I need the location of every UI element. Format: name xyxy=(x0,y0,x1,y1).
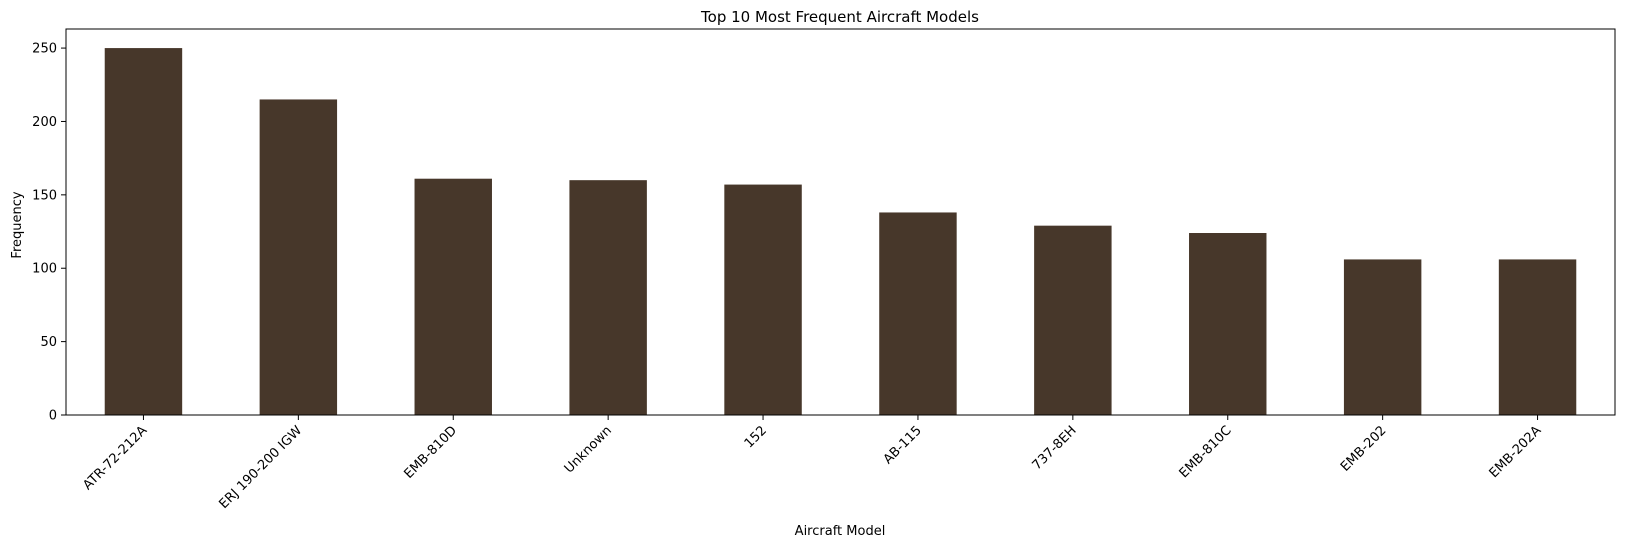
bar-3 xyxy=(569,180,647,415)
bar-6 xyxy=(1034,225,1112,415)
x-tick-label: ATR-72-212A xyxy=(80,423,150,493)
y-tick-label: 0 xyxy=(49,409,57,424)
plot-frame xyxy=(65,28,1616,416)
x-tick-label: EMB-810D xyxy=(401,423,460,482)
bar-0 xyxy=(104,48,183,416)
x-tick-label: Unknown xyxy=(562,423,615,476)
y-axis: 0 50 100 150 200 250 xyxy=(32,42,66,424)
bars-layer xyxy=(104,48,1577,416)
x-tick-label: ERJ 190-200 IGW xyxy=(216,423,305,512)
bar-1 xyxy=(259,99,338,415)
x-axis-label: Aircraft Model xyxy=(795,524,886,539)
bar-9 xyxy=(1498,259,1577,415)
x-tick-label: EMB-810C xyxy=(1177,423,1235,481)
x-axis: ATR-72-212A ERJ 190-200 IGW EMB-810D Unknow… xyxy=(80,415,1544,512)
x-tick-label: 152 xyxy=(742,423,770,451)
y-tick-label: 50 xyxy=(40,335,57,350)
y-tick-label: 100 xyxy=(32,262,57,277)
bar-2 xyxy=(414,178,492,415)
y-tick-label: 150 xyxy=(32,188,57,203)
y-tick-label: 200 xyxy=(32,115,57,130)
y-tick-label: 250 xyxy=(32,42,57,57)
x-tick-label: AB-115 xyxy=(881,423,925,467)
y-axis-label: Frequency xyxy=(10,191,25,258)
x-tick-label: EMB-202A xyxy=(1487,423,1545,481)
chart-title: Top 10 Most Frequent Aircraft Models xyxy=(700,8,979,26)
bar-8 xyxy=(1343,259,1422,415)
x-tick-label: EMB-202 xyxy=(1338,423,1390,475)
bar-4 xyxy=(724,184,802,415)
x-tick-label: 737-8EH xyxy=(1030,423,1080,473)
bar-7 xyxy=(1189,233,1267,415)
bar-5 xyxy=(879,212,957,415)
